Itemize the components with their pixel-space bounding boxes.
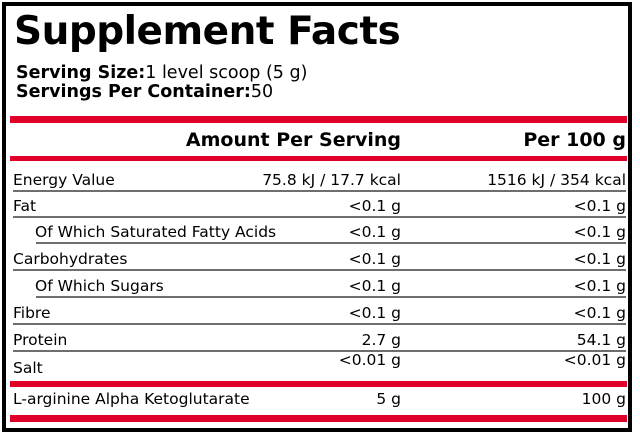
- row-divider: [13, 323, 626, 325]
- nutrient-per-100g: 1516 kJ / 354 kcal: [487, 171, 626, 189]
- red-divider-header: [10, 156, 627, 161]
- nutrient-per-100g: <0.01 g: [563, 351, 626, 369]
- ingredient-row-akg: L-arginine Alpha Ketoglutarate 5 g 100 g: [13, 386, 626, 412]
- row-divider: [13, 216, 626, 218]
- nutrient-label: Fat: [13, 197, 37, 215]
- nutrient-label: Of Which Saturated Fatty Acids: [35, 223, 277, 241]
- nutrient-row-carbohydrates: Carbohydrates <0.1 g <0.1 g: [13, 245, 626, 271]
- nutrient-per-100g: <0.1 g: [573, 277, 626, 295]
- nutrient-per-100g: <0.1 g: [573, 197, 626, 215]
- nutrient-row-fat: Fat <0.1 g <0.1 g: [13, 192, 626, 218]
- label-title: Supplement Facts: [14, 9, 401, 54]
- servings-per-container-value: 50: [250, 82, 274, 102]
- nutrient-per-100g: <0.1 g: [573, 250, 626, 268]
- nutrient-per-serving: 2.7 g: [361, 331, 401, 349]
- row-divider: [36, 296, 626, 298]
- row-divider: [13, 190, 626, 192]
- red-divider-bottom: [10, 415, 627, 422]
- column-header-per-serving: Amount Per Serving: [185, 129, 401, 151]
- nutrient-per-serving: <0.1 g: [348, 223, 401, 241]
- nutrient-per-100g: <0.1 g: [573, 304, 626, 322]
- row-divider: [13, 269, 626, 271]
- serving-size-label: Serving Size:: [16, 63, 146, 83]
- nutrient-per-serving: 75.8 kJ / 17.7 kcal: [262, 171, 401, 189]
- nutrient-row-saturated-fat: Of Which Saturated Fatty Acids <0.1 g <0…: [13, 218, 626, 244]
- nutrient-per-serving: <0.1 g: [348, 197, 401, 215]
- row-divider: [36, 242, 626, 244]
- nutrient-label: Energy Value: [13, 171, 115, 189]
- nutrient-per-serving: <0.1 g: [348, 250, 401, 268]
- label-frame: [2, 2, 632, 432]
- ingredient-label: L-arginine Alpha Ketoglutarate: [13, 390, 250, 408]
- nutrient-row-protein: Protein 2.7 g 54.1 g: [13, 326, 626, 352]
- nutrient-label: Protein: [13, 331, 68, 349]
- row-divider: [13, 350, 626, 352]
- servings-per-container-label: Servings Per Container:: [16, 82, 251, 102]
- nutrient-per-serving: <0.01 g: [338, 351, 401, 369]
- nutrient-per-serving: <0.1 g: [348, 277, 401, 295]
- ingredient-per-100g: 100 g: [581, 390, 626, 408]
- nutrient-label: Salt: [13, 359, 43, 377]
- red-divider-top: [10, 116, 627, 123]
- serving-size-value: 1 level scoop (5 g): [145, 63, 308, 83]
- red-divider-ingredients: [10, 381, 627, 387]
- serving-size: Serving Size:1 level scoop (5 g): [16, 63, 307, 83]
- nutrient-per-100g: <0.1 g: [573, 223, 626, 241]
- servings-per-container: Servings Per Container:50: [16, 82, 273, 102]
- nutrient-row-energy: Energy Value 75.8 kJ / 17.7 kcal 1516 kJ…: [13, 166, 626, 192]
- nutrient-row-salt: Salt <0.01 g <0.01 g: [13, 350, 626, 378]
- column-header-per-100g: Per 100 g: [523, 129, 626, 151]
- nutrient-label: Fibre: [13, 304, 51, 322]
- nutrient-row-sugars: Of Which Sugars <0.1 g <0.1 g: [13, 272, 626, 298]
- nutrient-row-fibre: Fibre <0.1 g <0.1 g: [13, 299, 626, 325]
- nutrient-per-serving: <0.1 g: [348, 304, 401, 322]
- nutrient-label: Carbohydrates: [13, 250, 128, 268]
- nutrient-per-100g: 54.1 g: [576, 331, 626, 349]
- nutrient-label: Of Which Sugars: [35, 277, 164, 295]
- ingredient-per-serving: 5 g: [376, 390, 401, 408]
